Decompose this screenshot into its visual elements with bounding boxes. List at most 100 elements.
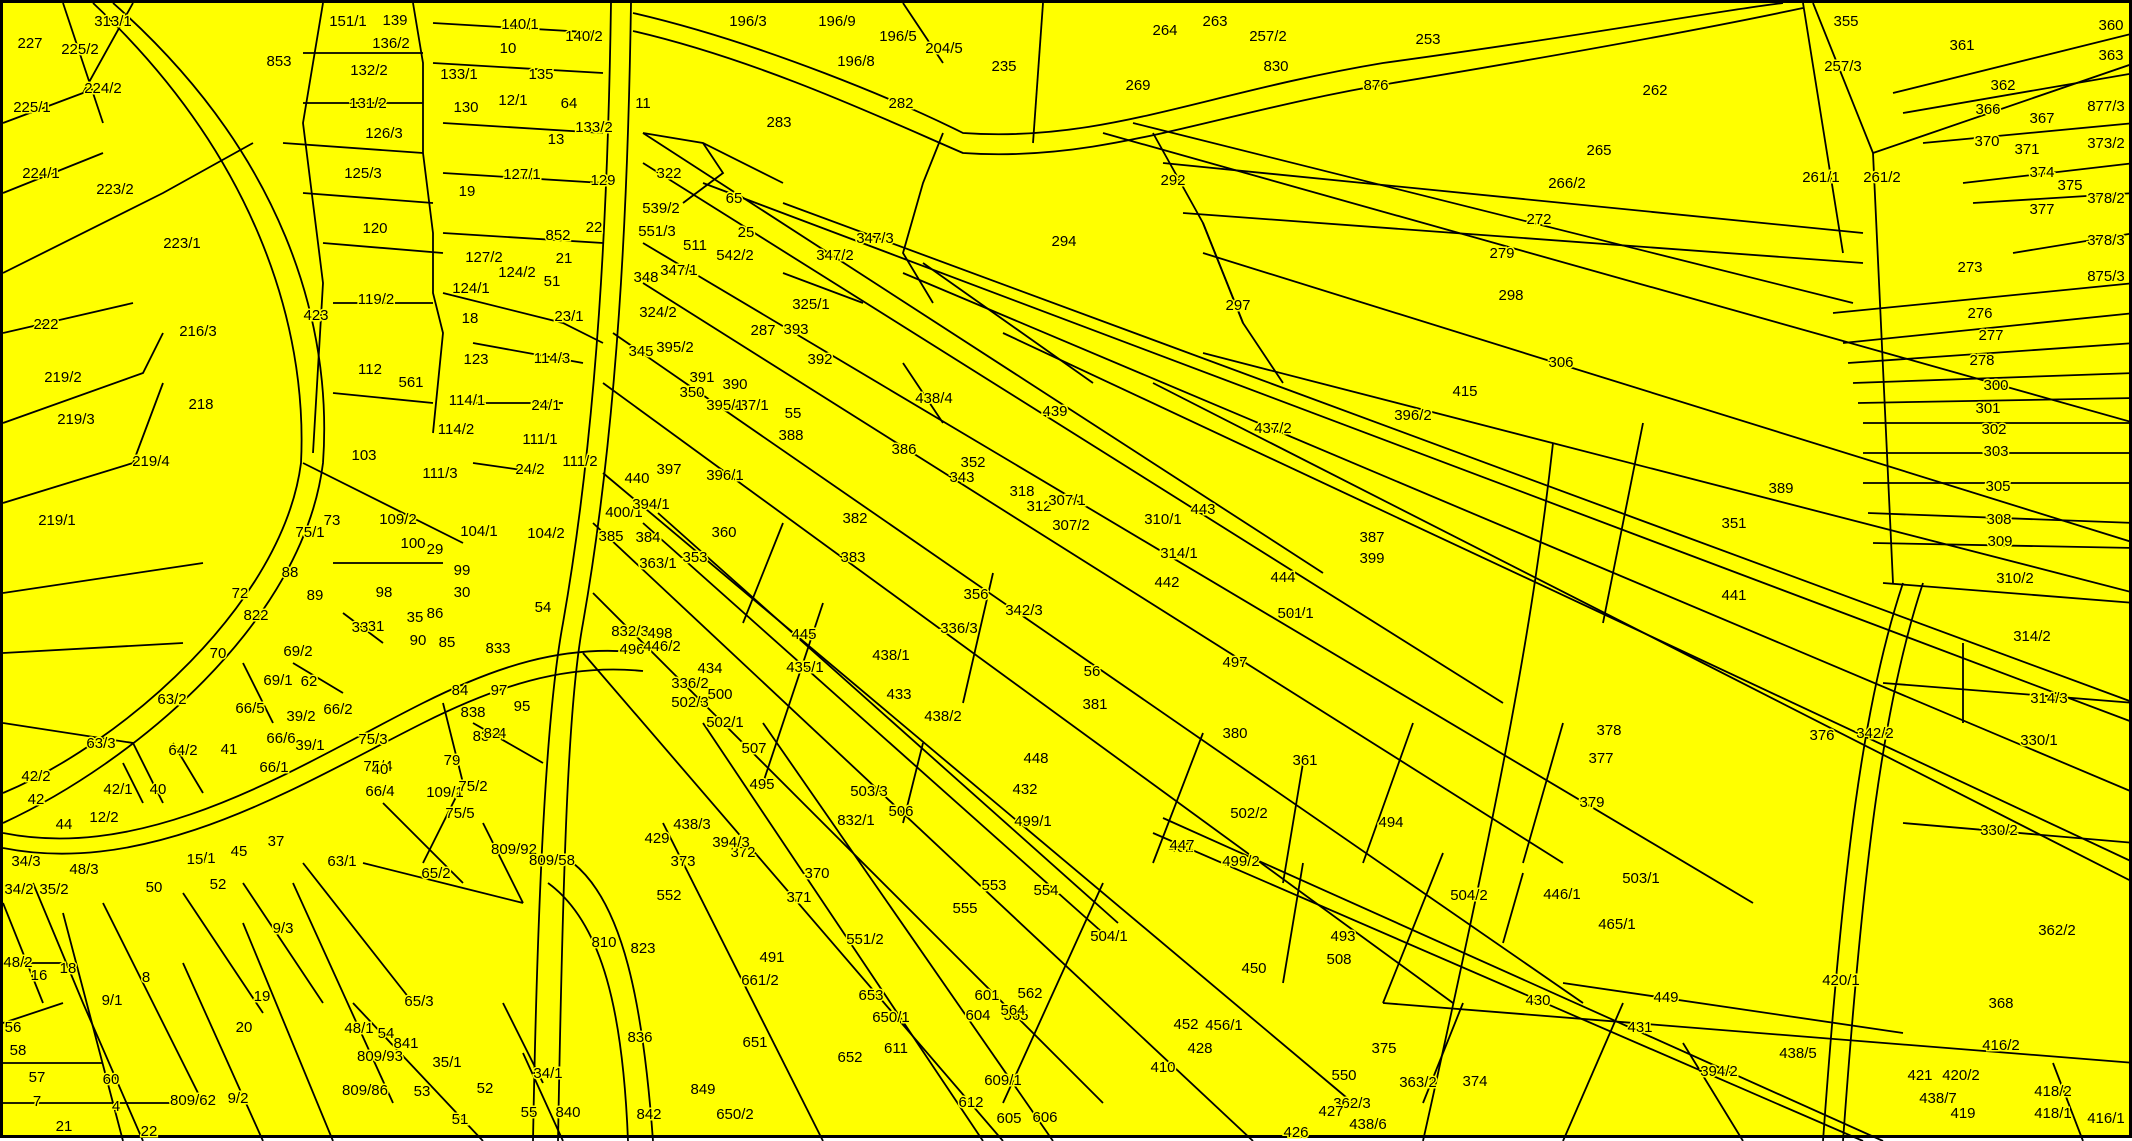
parcel-label[interactable]: 822 bbox=[242, 605, 270, 625]
parcel-label[interactable]: 52 bbox=[208, 874, 228, 894]
parcel-label[interactable]: 69/2 bbox=[282, 641, 314, 661]
parcel-label[interactable]: 127/1 bbox=[502, 164, 543, 184]
parcel-label[interactable]: 52 bbox=[475, 1078, 495, 1098]
parcel-label[interactable]: 345 bbox=[627, 341, 655, 361]
parcel-label[interactable]: 313/1 bbox=[93, 11, 134, 31]
parcel-label[interactable]: 42 bbox=[26, 789, 46, 809]
parcel-label[interactable]: 50 bbox=[144, 877, 164, 897]
parcel-label[interactable]: 262 bbox=[1641, 80, 1669, 100]
parcel-label[interactable]: 429 bbox=[643, 828, 671, 848]
parcel-label[interactable]: 324/2 bbox=[638, 302, 679, 322]
parcel-label[interactable]: 219/2 bbox=[43, 367, 84, 387]
parcel-label[interactable]: 82 bbox=[482, 723, 502, 743]
parcel-label[interactable]: 63/3 bbox=[85, 733, 117, 753]
parcel-label[interactable]: 111/1 bbox=[521, 429, 559, 449]
parcel-label[interactable]: 9/1 bbox=[100, 990, 124, 1010]
parcel-label[interactable]: 378 bbox=[1595, 720, 1623, 740]
parcel-label[interactable]: 21 bbox=[54, 1116, 74, 1136]
parcel-label[interactable]: 809/58 bbox=[528, 850, 577, 870]
parcel-label[interactable]: 318 bbox=[1008, 481, 1036, 501]
parcel-label[interactable]: 437/1 bbox=[730, 395, 771, 415]
parcel-label[interactable]: 446/2 bbox=[642, 636, 683, 656]
parcel-label[interactable]: 225/1 bbox=[12, 97, 53, 117]
parcel-label[interactable]: 362 bbox=[1989, 75, 2017, 95]
parcel-label[interactable]: 282 bbox=[887, 93, 915, 113]
parcel-label[interactable]: 253 bbox=[1414, 29, 1442, 49]
parcel-label[interactable]: 370 bbox=[1973, 131, 2001, 151]
parcel-label[interactable]: 601 bbox=[973, 985, 1001, 1005]
parcel-label[interactable]: 300 bbox=[1982, 375, 2010, 395]
parcel-label[interactable]: 276 bbox=[1966, 303, 1994, 323]
parcel-label[interactable]: 362/3 bbox=[1332, 1093, 1373, 1113]
parcel-label[interactable]: 133/1 bbox=[439, 64, 480, 84]
parcel-label[interactable]: 18 bbox=[460, 308, 480, 328]
parcel-label[interactable]: 360 bbox=[2097, 15, 2125, 35]
parcel-label[interactable]: 823 bbox=[629, 938, 657, 958]
parcel-label[interactable]: 372 bbox=[729, 842, 757, 862]
parcel-label[interactable]: 196/3 bbox=[728, 11, 769, 31]
parcel-label[interactable]: 65 bbox=[724, 188, 744, 208]
parcel-label[interactable]: 503/3 bbox=[849, 781, 890, 801]
parcel-label[interactable]: 445 bbox=[790, 624, 818, 644]
parcel-label[interactable]: 415 bbox=[1451, 381, 1479, 401]
parcel-label[interactable]: 120 bbox=[361, 218, 389, 238]
parcel-label[interactable]: 391 bbox=[688, 367, 716, 387]
parcel-label[interactable]: 550 bbox=[1330, 1065, 1358, 1085]
parcel-label[interactable]: 612 bbox=[957, 1092, 985, 1112]
parcel-label[interactable]: 438/2 bbox=[923, 706, 964, 726]
parcel-label[interactable]: 287 bbox=[749, 320, 777, 340]
parcel-label[interactable]: 418/2 bbox=[2033, 1081, 2074, 1101]
parcel-label[interactable]: 70 bbox=[208, 643, 228, 663]
parcel-label[interactable]: 24/2 bbox=[514, 459, 546, 479]
parcel-label[interactable]: 111/2 bbox=[561, 451, 599, 471]
parcel-label[interactable]: 876 bbox=[1362, 75, 1390, 95]
parcel-label[interactable]: 336/3 bbox=[939, 618, 980, 638]
parcel-label[interactable]: 502/2 bbox=[1229, 803, 1270, 823]
parcel-label[interactable]: 307/2 bbox=[1051, 515, 1092, 535]
parcel-label[interactable]: 64/2 bbox=[167, 740, 199, 760]
parcel-label[interactable]: 25 bbox=[736, 222, 756, 242]
parcel-label[interactable]: 325/1 bbox=[791, 294, 832, 314]
parcel-label[interactable]: 308 bbox=[1985, 509, 2013, 529]
parcel-label[interactable]: 343 bbox=[948, 467, 976, 487]
parcel-label[interactable]: 503/1 bbox=[1621, 868, 1662, 888]
parcel-label[interactable]: 370 bbox=[803, 863, 831, 883]
parcel-label[interactable]: 501 bbox=[1276, 603, 1304, 623]
parcel-label[interactable]: 151/1 bbox=[328, 11, 369, 31]
parcel-label[interactable]: 84 bbox=[450, 680, 470, 700]
parcel-label[interactable]: 368 bbox=[1987, 993, 2015, 1013]
parcel-label[interactable]: 336/2 bbox=[670, 673, 711, 693]
parcel-label[interactable]: 123 bbox=[462, 349, 490, 369]
parcel-label[interactable]: 450 bbox=[1240, 958, 1268, 978]
parcel-label[interactable]: 292 bbox=[1159, 170, 1187, 190]
parcel-label[interactable]: 9/2 bbox=[226, 1088, 250, 1108]
parcel-label[interactable]: 382 bbox=[841, 508, 869, 528]
parcel-label[interactable]: 278 bbox=[1968, 350, 1996, 370]
parcel-label[interactable]: 394/1 bbox=[631, 494, 672, 514]
parcel-label[interactable]: 374 bbox=[2028, 162, 2056, 182]
parcel-label[interactable]: 114/3 bbox=[532, 348, 571, 368]
parcel-label[interactable]: 40 bbox=[148, 779, 168, 799]
parcel-label[interactable]: 604 bbox=[964, 1005, 992, 1025]
parcel-label[interactable]: 322 bbox=[655, 163, 683, 183]
parcel-label[interactable]: 438/5 bbox=[1778, 1043, 1819, 1063]
parcel-label[interactable]: 44 bbox=[54, 814, 74, 834]
parcel-label[interactable]: 51 bbox=[542, 271, 562, 291]
parcel-label[interactable]: 135 bbox=[527, 64, 555, 84]
parcel-label[interactable]: 351 bbox=[1720, 513, 1748, 533]
parcel-label[interactable]: 378/3 bbox=[2086, 230, 2127, 250]
parcel-label[interactable]: 75/1 bbox=[294, 522, 326, 542]
parcel-label[interactable]: 95 bbox=[512, 696, 532, 716]
parcel-label[interactable]: 439 bbox=[1041, 401, 1069, 421]
parcel-label[interactable]: 438/4 bbox=[914, 388, 955, 408]
parcel-label[interactable]: 366 bbox=[1974, 99, 2002, 119]
parcel-label[interactable]: 555 bbox=[951, 898, 979, 918]
parcel-label[interactable]: 223/1 bbox=[162, 233, 203, 253]
parcel-label[interactable]: 498 bbox=[646, 623, 674, 643]
parcel-label[interactable]: 431 bbox=[1626, 1017, 1654, 1037]
parcel-label[interactable]: 554 bbox=[1032, 880, 1060, 900]
parcel-label[interactable]: 75/3 bbox=[357, 729, 389, 749]
parcel-label[interactable]: 564 bbox=[999, 1000, 1027, 1020]
parcel-label[interactable]: 266/2 bbox=[1547, 173, 1588, 193]
parcel-label[interactable]: 495 bbox=[748, 774, 776, 794]
